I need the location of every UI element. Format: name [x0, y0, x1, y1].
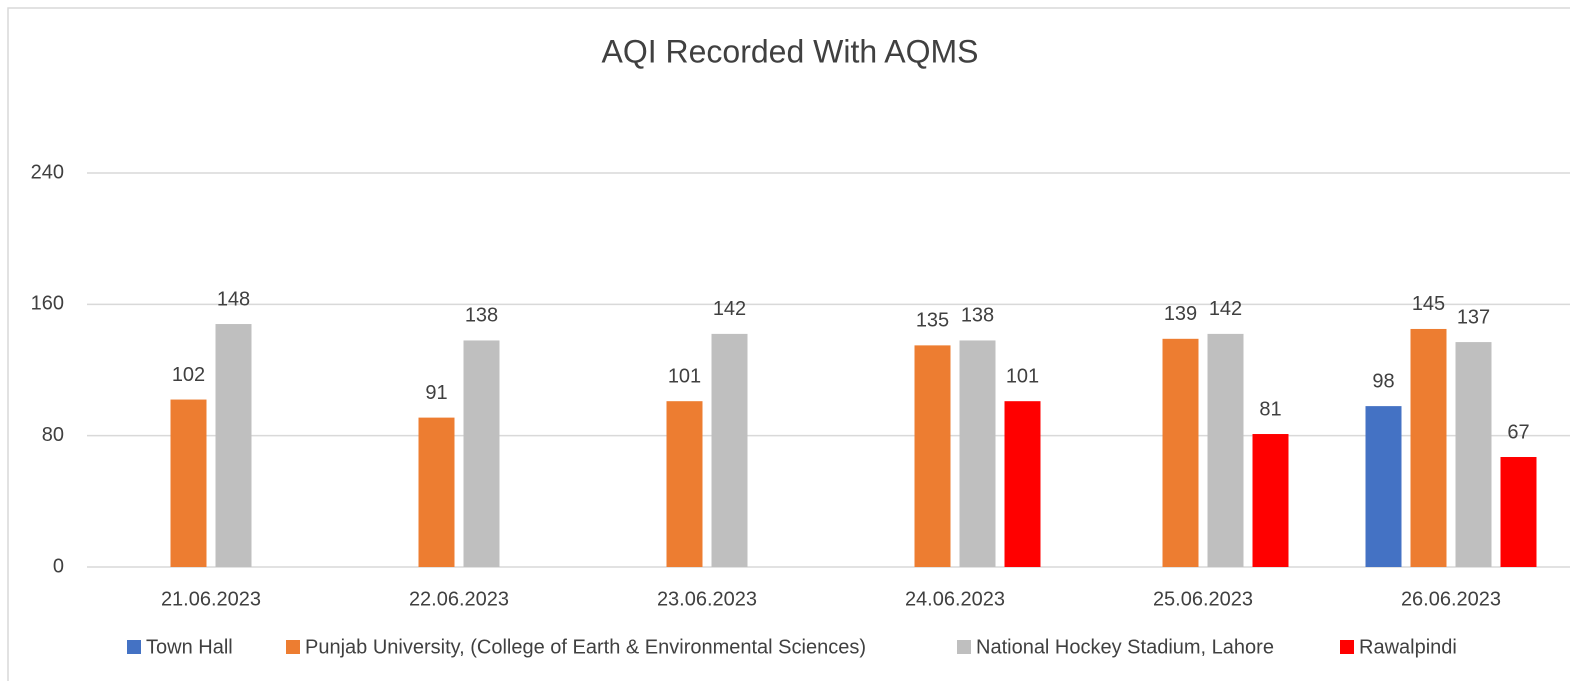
y-tick-label: 0 [53, 555, 64, 577]
bar [170, 399, 207, 567]
legend-swatch [127, 640, 141, 654]
bar [215, 324, 252, 567]
bar [418, 417, 455, 567]
data-label: 67 [1507, 421, 1529, 443]
bar [463, 340, 500, 567]
legend-swatch [957, 640, 971, 654]
bar [666, 401, 703, 567]
data-label: 145 [1412, 293, 1445, 315]
legend-label: National Hockey Stadium, Lahore [976, 636, 1274, 658]
data-label: 142 [713, 298, 746, 320]
bar [1252, 434, 1289, 567]
x-tick-label: 21.06.2023 [161, 588, 261, 610]
bar [1455, 342, 1492, 567]
data-label: 98 [1372, 370, 1394, 392]
data-label: 102 [172, 364, 205, 386]
bar [1162, 338, 1199, 567]
bar [914, 345, 951, 567]
bar [711, 333, 748, 567]
data-label: 148 [217, 288, 250, 310]
legend-label: Rawalpindi [1359, 636, 1457, 658]
data-label: 137 [1457, 306, 1490, 328]
data-label: 81 [1259, 398, 1281, 420]
data-label: 139 [1164, 303, 1197, 325]
data-label: 101 [1006, 365, 1039, 387]
bar [1500, 457, 1537, 567]
data-label: 135 [916, 310, 949, 332]
legend-label: Town Hall [146, 636, 233, 658]
data-label: 138 [961, 305, 994, 327]
x-tick-label: 23.06.2023 [657, 588, 757, 610]
legend-label: Punjab University, (College of Earth & E… [305, 636, 866, 658]
data-label: 91 [425, 382, 447, 404]
x-tick-label: 26.06.2023 [1401, 588, 1501, 610]
chart-title: AQI Recorded With AQMS [601, 33, 978, 69]
bar [1207, 333, 1244, 567]
legend-swatch [286, 640, 300, 654]
y-tick-label: 80 [42, 424, 64, 446]
legend-swatch [1340, 640, 1354, 654]
bar [959, 340, 996, 567]
data-label: 142 [1209, 298, 1242, 320]
x-tick-label: 25.06.2023 [1153, 588, 1253, 610]
data-label: 138 [465, 305, 498, 327]
y-tick-label: 160 [31, 293, 64, 315]
bar [1410, 328, 1447, 567]
bar [1004, 401, 1041, 567]
bar [1365, 406, 1402, 567]
y-tick-label: 240 [31, 161, 64, 183]
chart-frame [7, 7, 1570, 681]
x-tick-label: 22.06.2023 [409, 588, 509, 610]
data-label: 101 [668, 365, 701, 387]
x-tick-label: 24.06.2023 [905, 588, 1005, 610]
